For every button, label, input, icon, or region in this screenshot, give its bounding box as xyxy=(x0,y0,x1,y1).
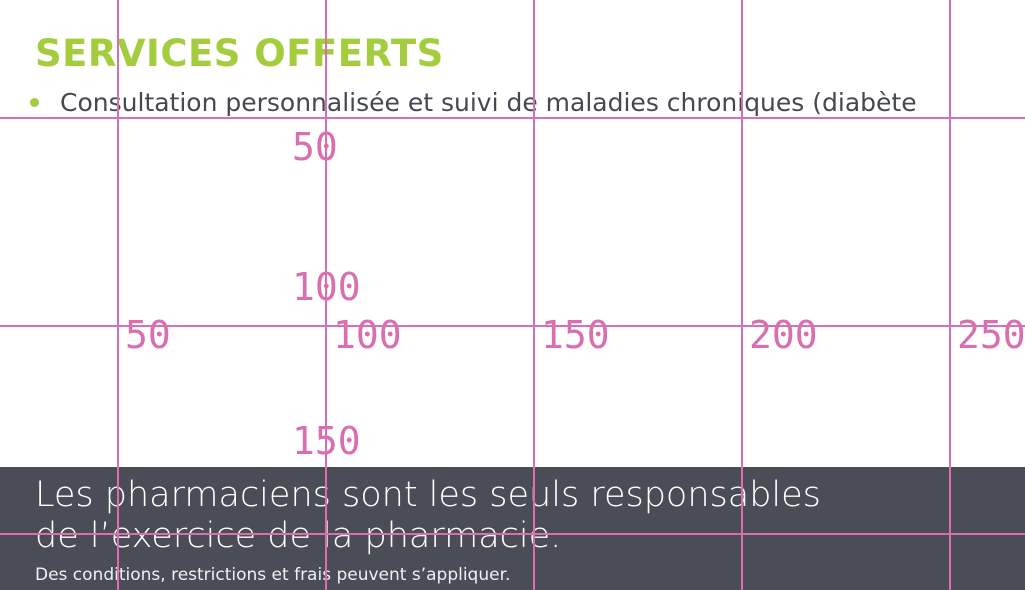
list-item: Consultation personnalisée et suivi de m… xyxy=(28,88,917,118)
footer-line-1: Les pharmaciens sont les seuls responsab… xyxy=(35,475,821,515)
grid-vline xyxy=(949,0,951,590)
services-title: SERVICES OFFERTS xyxy=(35,32,444,75)
grid-vline xyxy=(741,0,743,590)
grid-y-label: 100 xyxy=(292,265,361,309)
grid-hline xyxy=(0,325,1025,327)
grid-x-label: 250 xyxy=(957,313,1025,357)
grid-hline xyxy=(0,533,1025,535)
grid-x-label: 100 xyxy=(333,313,402,357)
footer-line-2: de l’exercice de la pharmacie. xyxy=(35,516,562,556)
grid-x-label: 50 xyxy=(125,313,171,357)
grid-vline xyxy=(325,0,327,590)
service-item-text: Consultation personnalisée et suivi de m… xyxy=(60,88,917,117)
bullet-icon xyxy=(30,97,39,107)
grid-hline xyxy=(0,117,1025,119)
grid-x-label: 150 xyxy=(541,313,610,357)
footer-banner: Les pharmaciens sont les seuls responsab… xyxy=(0,467,1025,590)
grid-y-label: 150 xyxy=(292,419,361,463)
grid-vline xyxy=(117,0,119,590)
grid-x-label: 200 xyxy=(749,313,818,357)
footer-disclaimer: Des conditions, restrictions et frais pe… xyxy=(35,565,511,585)
footer-headline: Les pharmaciens sont les seuls responsab… xyxy=(35,475,821,557)
grid-y-label: 50 xyxy=(292,125,338,169)
grid-vline xyxy=(533,0,535,590)
